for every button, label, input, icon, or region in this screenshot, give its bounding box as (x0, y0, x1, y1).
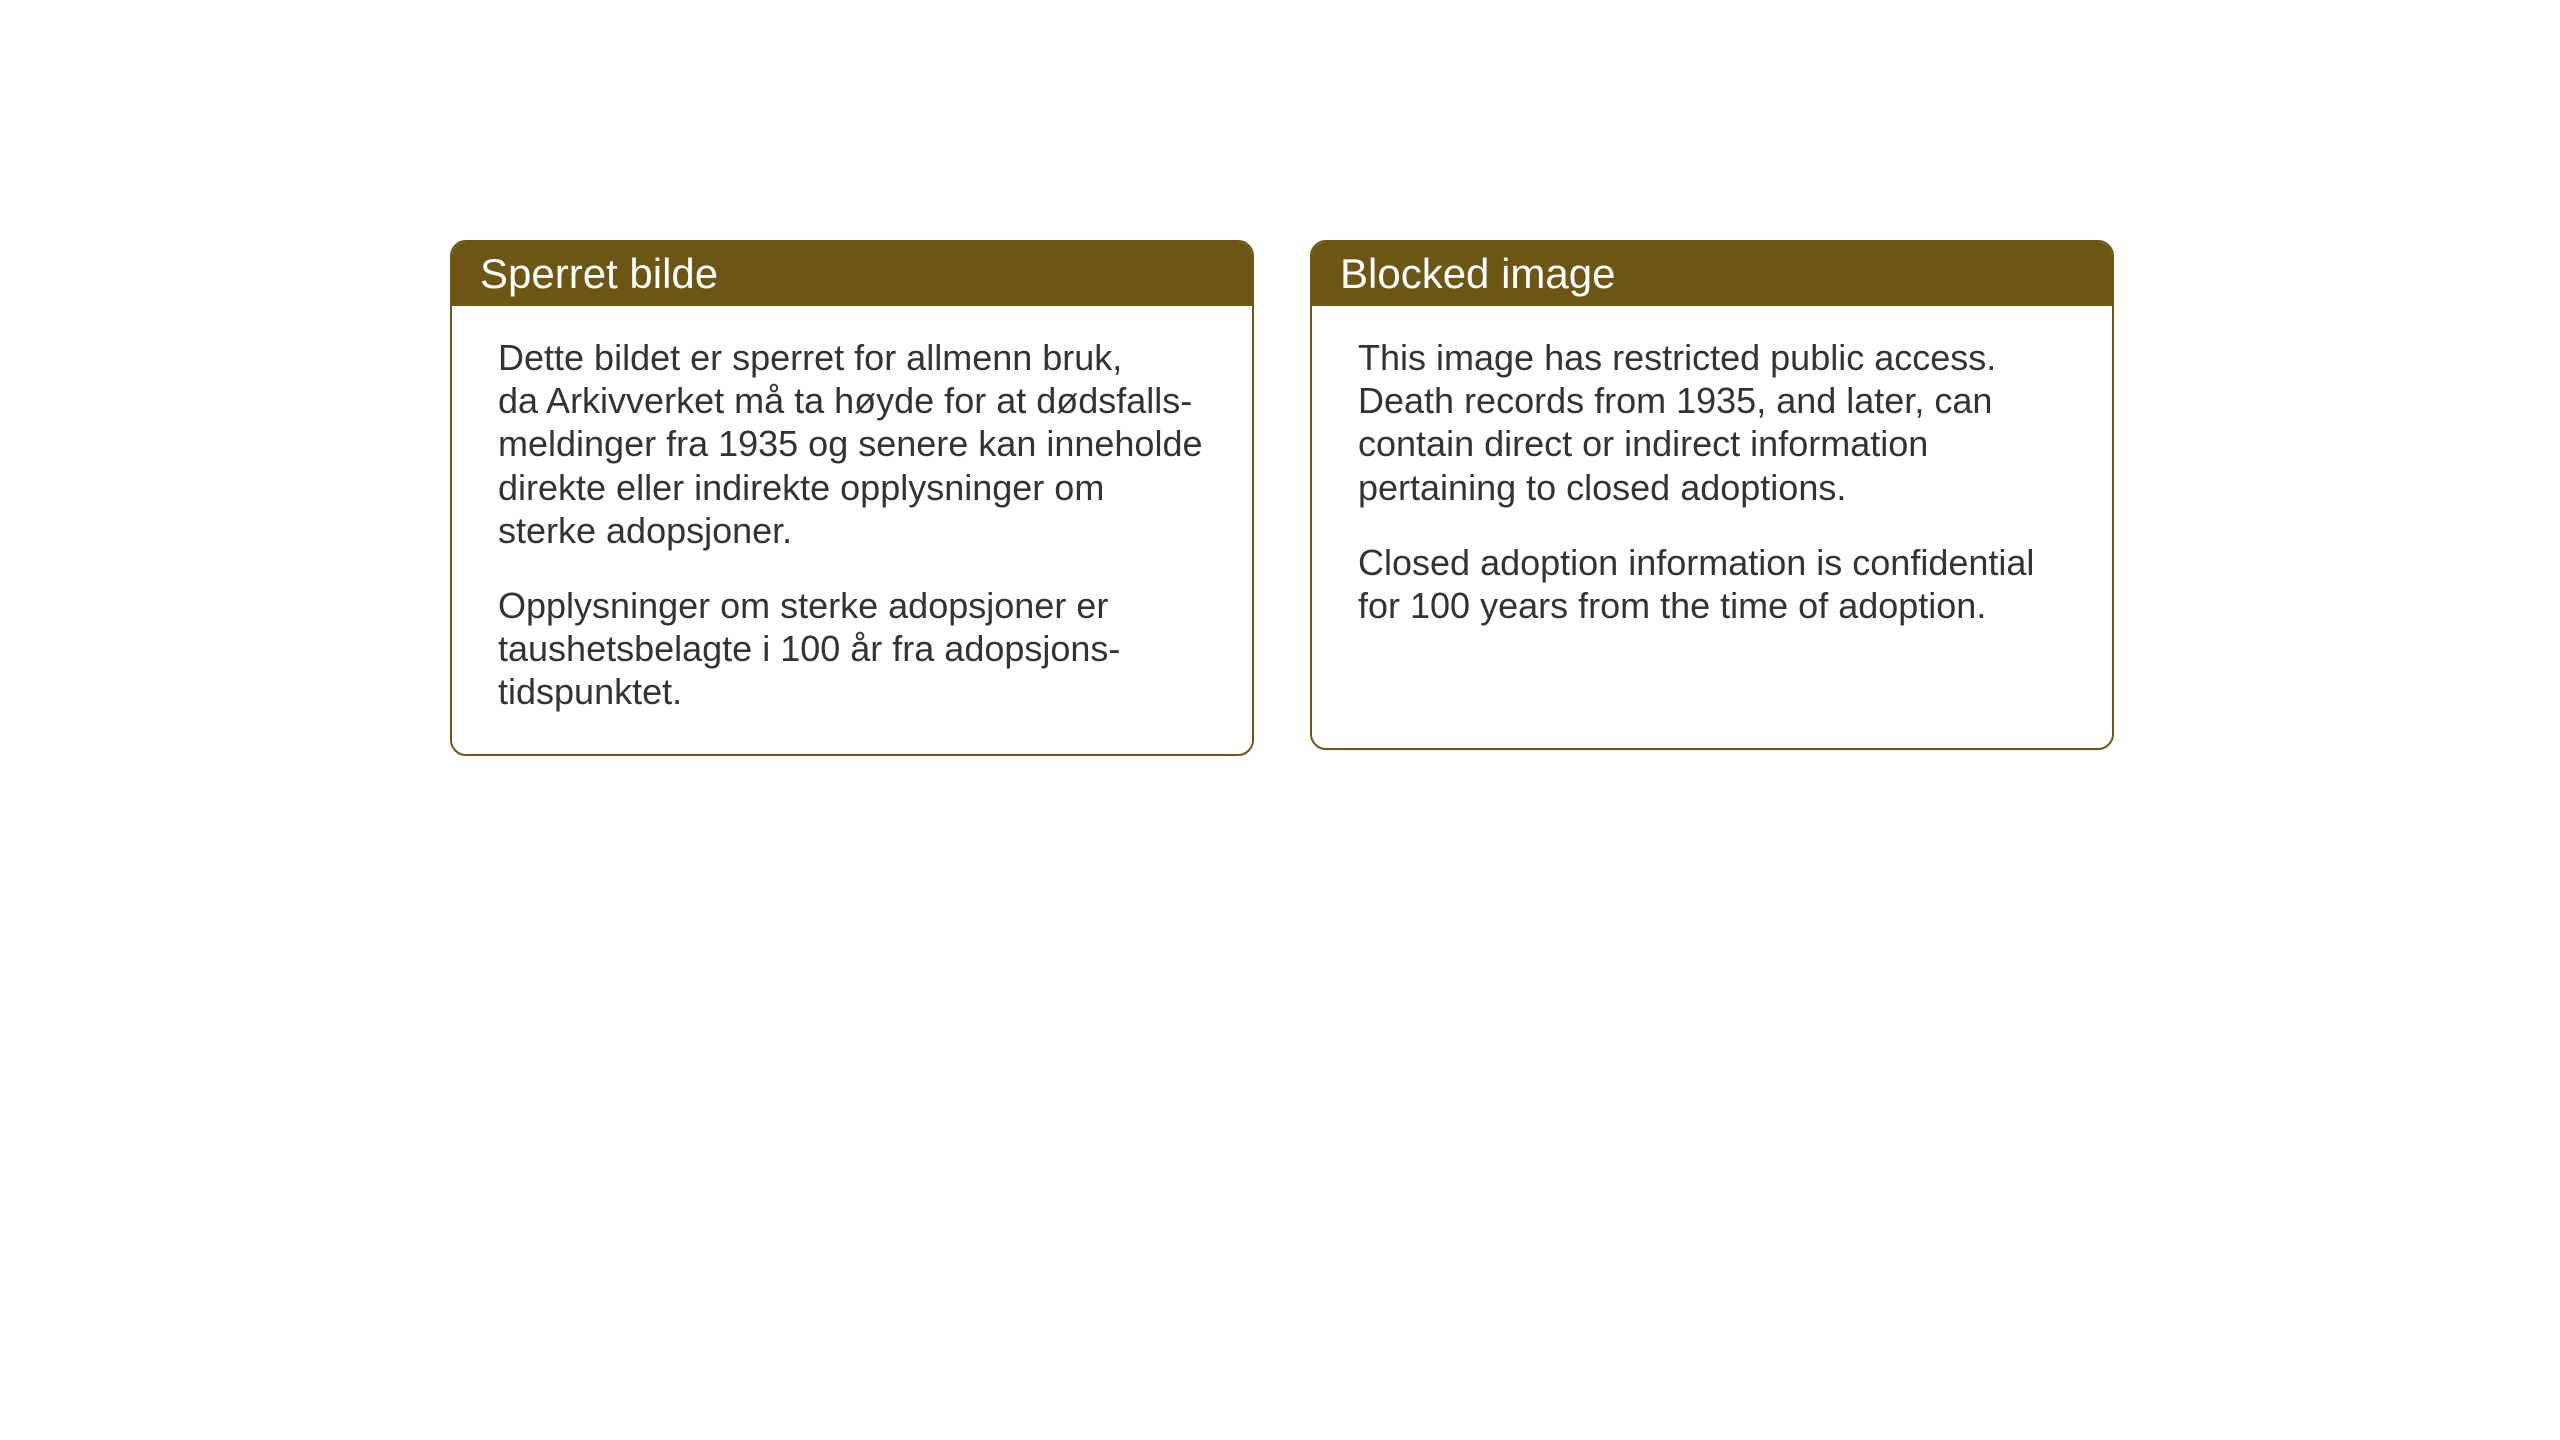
card-title-norwegian: Sperret bilde (480, 250, 718, 297)
card-body-norwegian: Dette bildet er sperret for allmenn bruk… (452, 306, 1252, 754)
card-paragraph-1-english: This image has restricted public access.… (1358, 336, 2066, 509)
card-english: Blocked image This image has restricted … (1310, 240, 2114, 750)
cards-container: Sperret bilde Dette bildet er sperret fo… (450, 240, 2114, 756)
card-norwegian: Sperret bilde Dette bildet er sperret fo… (450, 240, 1254, 756)
card-header-norwegian: Sperret bilde (452, 242, 1252, 306)
card-title-english: Blocked image (1340, 250, 1615, 297)
card-paragraph-1-norwegian: Dette bildet er sperret for allmenn bruk… (498, 336, 1206, 552)
card-paragraph-2-english: Closed adoption information is confident… (1358, 541, 2066, 627)
card-header-english: Blocked image (1312, 242, 2112, 306)
card-paragraph-2-norwegian: Opplysninger om sterke adopsjoner er tau… (498, 584, 1206, 714)
card-body-english: This image has restricted public access.… (1312, 306, 2112, 667)
